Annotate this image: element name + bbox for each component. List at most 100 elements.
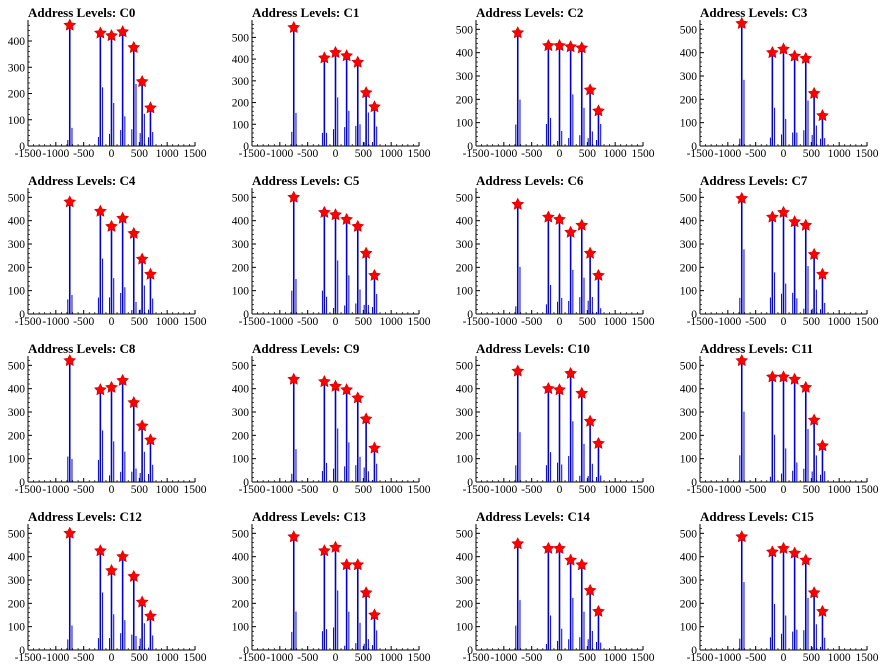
peak-marker: [116, 211, 129, 224]
peak-marker: [135, 75, 149, 88]
peak-marker: [735, 530, 749, 543]
peak-marker: [318, 374, 331, 388]
histogram-svg: 0 100 200 300 400 500 -1500 -1000 -500 0 500 1000 15…: [680, 524, 879, 664]
x-tick-label: 1500: [632, 316, 655, 328]
peak-marker: [788, 49, 801, 62]
x-tick-label: -500: [297, 148, 318, 160]
chart-panel-c8: Address Levels: C8 0 100 200 300 400 500 -1500-…: [0, 336, 224, 504]
x-tick-label: 500: [803, 148, 821, 160]
chart-title: Address Levels: C12: [28, 509, 142, 524]
histogram-bars: [291, 379, 378, 482]
histogram-bars: [67, 202, 154, 314]
peak-marker: [777, 370, 790, 383]
peak-marker: [816, 439, 829, 452]
y-tick-label: 400: [680, 216, 698, 228]
peak-marker: [592, 268, 605, 281]
y-tick-label: 500: [8, 528, 26, 540]
histogram-svg: 0 100 200 300 400 500 -1500 -1000 -500 0 500 1000 15…: [680, 353, 879, 496]
peak-marker: [553, 212, 566, 225]
x-tick-label: -1000: [266, 316, 293, 328]
x-tick-label: 1500: [408, 316, 431, 328]
peak-marker: [807, 86, 821, 99]
chart-title: Address Levels: C3: [700, 5, 808, 20]
histogram-bars: [515, 32, 602, 146]
y-tick-label: 300: [232, 239, 250, 251]
y-tick-label: 200: [232, 98, 250, 110]
chart-title: Address Levels: C13: [252, 509, 366, 524]
x-tick-label: 1500: [408, 148, 431, 160]
peak-marker: [542, 381, 555, 395]
peak-marker: [777, 541, 790, 554]
peak-marker: [329, 540, 342, 553]
peak-marker: [63, 18, 77, 31]
histogram-svg: 0 100 200 300 400 500 -1500 -1000 -500 0 500 1000 15…: [232, 188, 431, 328]
histogram-bars: [515, 371, 602, 482]
y-tick-label: 500: [232, 528, 250, 540]
x-tick-label: 0: [333, 148, 339, 160]
peak-marker: [788, 372, 801, 385]
x-tick-label: -1000: [714, 652, 741, 664]
peak-marker: [553, 383, 566, 396]
y-tick-label: 0: [243, 141, 249, 153]
peak-marker: [135, 252, 149, 265]
peak-marker: [735, 353, 749, 367]
x-tick-label: 0: [557, 652, 563, 664]
peak-marker: [807, 247, 821, 260]
peak-marker: [777, 42, 790, 55]
x-tick-label: 500: [355, 652, 373, 664]
x-tick-label: -1500: [687, 484, 714, 496]
x-tick-label: 1000: [604, 148, 627, 160]
chart-title: Address Levels: C11: [700, 341, 814, 356]
chart-panel-c9: Address Levels: C9 0 100 200 300 400 500 -1500-…: [224, 336, 448, 504]
x-tick-label: -500: [745, 148, 766, 160]
x-tick-label: -1000: [714, 316, 741, 328]
histogram-bars: [67, 25, 154, 146]
peak-marker: [816, 267, 829, 280]
peak-marker: [553, 38, 566, 52]
peak-marker: [329, 379, 342, 392]
x-tick-label: 0: [333, 316, 339, 328]
x-tick-label: 500: [803, 484, 821, 496]
x-tick-label: -1500: [15, 148, 42, 160]
peak-marker: [583, 246, 597, 259]
x-tick-label: 500: [355, 484, 373, 496]
x-tick-label: -500: [73, 652, 94, 664]
y-tick-label: 100: [680, 622, 698, 634]
x-tick-label: 1500: [856, 652, 879, 664]
peak-marker: [735, 191, 749, 204]
histogram-bars: [739, 536, 826, 650]
y-tick-label: 400: [680, 552, 698, 564]
y-tick-label: 400: [456, 48, 474, 60]
x-tick-label: 1000: [604, 484, 627, 496]
peak-marker: [127, 569, 141, 582]
x-tick-label: 1500: [632, 148, 655, 160]
y-tick-label: 100: [456, 286, 474, 298]
peak-marker: [127, 395, 141, 409]
x-tick-label: 1500: [408, 484, 431, 496]
y-tick-label: 200: [8, 89, 26, 101]
peak-marker: [351, 219, 365, 232]
peak-marker: [116, 549, 129, 563]
x-tick-label: 1000: [156, 148, 179, 160]
chart-title: Address Levels: C15: [700, 509, 814, 524]
x-tick-label: -1000: [42, 148, 69, 160]
y-tick-label: 100: [456, 622, 474, 634]
y-tick-label: 200: [232, 262, 250, 274]
x-tick-label: 500: [803, 316, 821, 328]
y-tick-label: 0: [691, 477, 697, 489]
histogram-bars: [291, 27, 378, 146]
y-tick-label: 400: [8, 36, 26, 48]
x-tick-label: 1000: [380, 484, 403, 496]
peak-marker: [368, 608, 381, 621]
y-tick-label: 300: [8, 575, 26, 587]
peak-marker: [553, 541, 566, 554]
peak-marker: [287, 190, 301, 203]
x-tick-label: 0: [557, 316, 563, 328]
x-tick-label: 0: [781, 316, 787, 328]
x-tick-label: 1000: [604, 652, 627, 664]
y-tick-label: 300: [680, 407, 698, 419]
x-tick-label: 0: [781, 148, 787, 160]
x-tick-label: 1000: [380, 652, 403, 664]
chart-panel-c14: Address Levels: C14 0 100 200 300 400 500 -1500…: [448, 504, 672, 672]
peak-marker: [135, 419, 149, 432]
